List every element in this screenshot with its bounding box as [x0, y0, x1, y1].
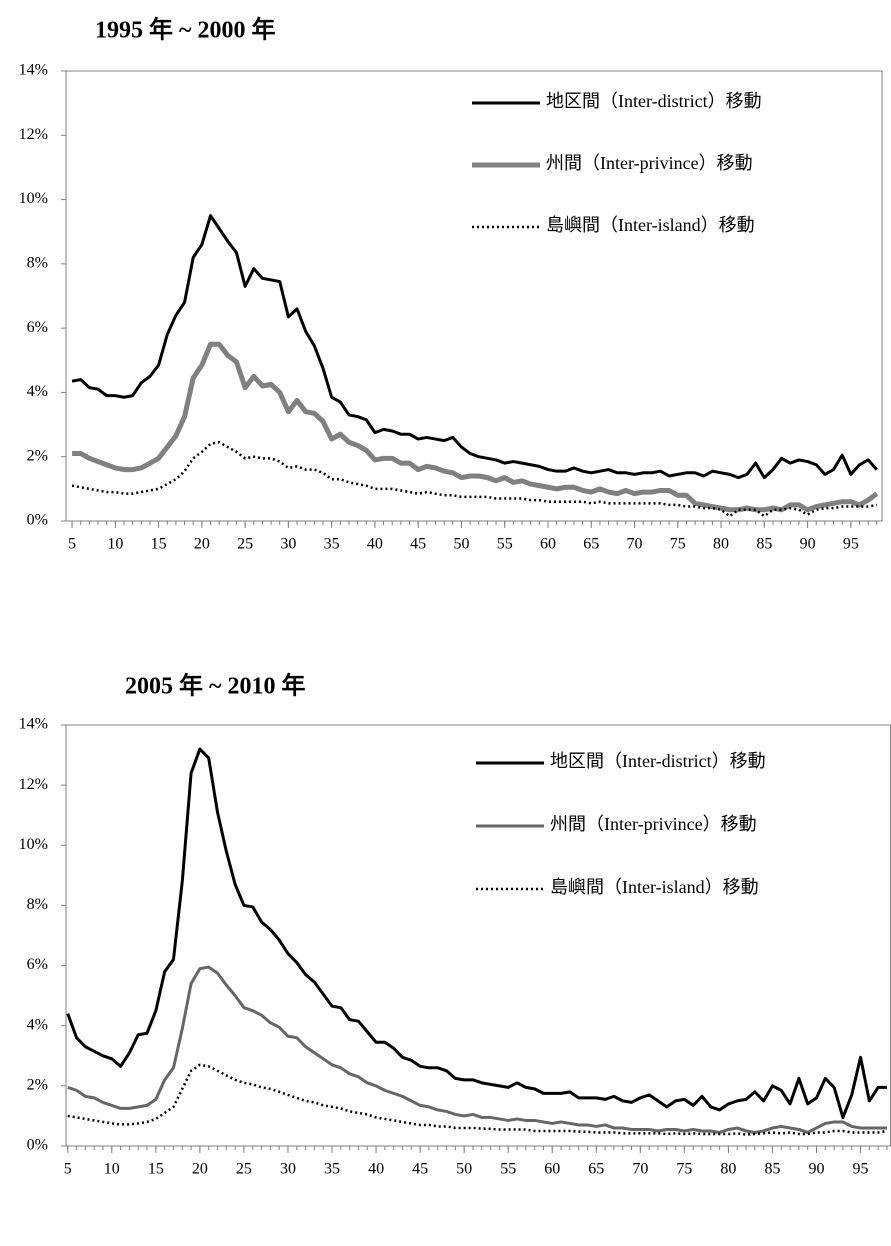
- x-tick-label: 70: [627, 536, 643, 553]
- x-tick-label: 80: [720, 1161, 736, 1178]
- x-tick-label: 55: [497, 536, 513, 553]
- x-tick-label: 70: [632, 1161, 648, 1178]
- x-tick-label: 30: [280, 1161, 296, 1178]
- y-tick-label: 6%: [27, 319, 48, 336]
- x-tick-label: 90: [800, 536, 816, 553]
- y-tick-label: 14%: [19, 716, 48, 733]
- chart-title: 2005 年 ~ 2010 年: [125, 672, 305, 700]
- x-tick-label: 20: [194, 536, 210, 553]
- x-tick-label: 65: [588, 1161, 604, 1178]
- y-tick-label: 8%: [27, 255, 48, 272]
- legend-label: 州間（Inter-privince）移動: [546, 153, 753, 173]
- x-tick-label: 15: [151, 536, 167, 553]
- x-tick-label: 40: [368, 1161, 384, 1178]
- x-tick-label: 35: [324, 536, 340, 553]
- x-tick-label: 20: [192, 1161, 208, 1178]
- x-tick-label: 25: [237, 536, 253, 553]
- legend-label: 島嶼間（Inter-island）移動: [546, 215, 755, 235]
- x-tick-label: 15: [148, 1161, 164, 1178]
- y-tick-label: 8%: [27, 896, 48, 913]
- x-tick-label: 45: [412, 1161, 428, 1178]
- plot-frame: [65, 70, 883, 522]
- x-tick-label: 85: [764, 1161, 780, 1178]
- legend-label: 地区間（Inter-district）移動: [546, 91, 762, 111]
- x-tick-label: 35: [324, 1161, 340, 1178]
- y-tick-label: 4%: [27, 383, 48, 400]
- x-tick-label: 40: [367, 536, 383, 553]
- x-tick-label: 90: [809, 1161, 825, 1178]
- series-line: [67, 1063, 888, 1136]
- y-tick-label: 10%: [19, 836, 48, 853]
- x-tick-label: 60: [540, 536, 556, 553]
- x-tick-label: 95: [843, 536, 859, 553]
- y-tick-label: 14%: [19, 62, 48, 79]
- x-tick-label: 75: [676, 1161, 692, 1178]
- series-line: [71, 441, 878, 518]
- y-tick-label: 10%: [19, 190, 48, 207]
- series-line: [71, 214, 878, 480]
- x-tick-label: 80: [713, 536, 729, 553]
- x-tick-label: 60: [544, 1161, 560, 1178]
- y-tick-label: 0%: [27, 512, 48, 529]
- x-tick-label: 10: [104, 1161, 120, 1178]
- y-tick-label: 12%: [19, 126, 48, 143]
- y-tick-label: 6%: [27, 956, 48, 973]
- x-tick-label: 10: [107, 536, 123, 553]
- x-tick-label: 45: [410, 536, 426, 553]
- legend-label: 州間（Inter-privince）移動: [550, 814, 757, 834]
- chart-title: 1995 年 ~ 2000 年: [95, 16, 275, 44]
- x-tick-label: 5: [68, 536, 76, 553]
- x-tick-label: 25: [236, 1161, 252, 1178]
- x-tick-label: 85: [756, 536, 772, 553]
- series-line: [72, 341, 879, 513]
- y-tick-label: 2%: [27, 1077, 48, 1094]
- legend-label: 島嶼間（Inter-island）移動: [550, 877, 759, 897]
- y-tick-label: 4%: [27, 1016, 48, 1033]
- y-tick-label: 12%: [19, 776, 48, 793]
- y-tick-label: 2%: [27, 447, 48, 464]
- x-tick-label: 65: [583, 536, 599, 553]
- series-line: [67, 965, 887, 1134]
- x-tick-label: 55: [500, 1161, 516, 1178]
- x-tick-label: 95: [853, 1161, 869, 1178]
- x-tick-label: 75: [670, 536, 686, 553]
- x-tick-label: 50: [453, 536, 469, 553]
- x-tick-label: 50: [456, 1161, 472, 1178]
- y-tick-label: 0%: [27, 1137, 48, 1154]
- legend-label: 地区間（Inter-district）移動: [550, 751, 766, 771]
- x-tick-label: 5: [64, 1161, 72, 1178]
- series-line: [66, 747, 887, 1119]
- x-tick-label: 30: [280, 536, 296, 553]
